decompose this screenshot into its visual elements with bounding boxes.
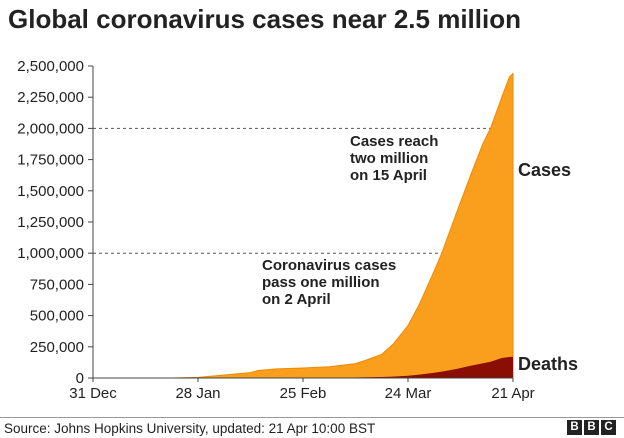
y-tick-label: 1,500,000 (17, 183, 84, 200)
annotation: Coronavirus cases pass one million on 2 Ap… (262, 257, 396, 308)
y-tick-label: 1,750,000 (17, 152, 84, 169)
y-tick-label: 500,000 (30, 308, 84, 325)
series-label: Deaths (518, 354, 578, 374)
logo-letter: C (601, 420, 616, 435)
series-labels: Cases Deaths (518, 160, 578, 374)
y-tick-label: 2,500,000 (17, 58, 84, 75)
series-label: Cases (518, 160, 571, 180)
y-tick-label: 1,000,000 (17, 245, 84, 262)
footer-divider (0, 417, 624, 418)
x-tick-label: 31 Dec (69, 385, 117, 402)
y-axis: 0 250,000 500,000 750,000 1,000,000 1,250,000… (17, 58, 94, 387)
annotation: Cases reach two million on 15 April (350, 133, 438, 184)
deaths-area (93, 356, 513, 378)
y-tick-label: 750,000 (30, 276, 84, 293)
chart-title: Global coronavirus cases near 2.5 millio… (8, 4, 521, 34)
chart: 0 250,000 500,000 750,000 1,000,000 1,250,000… (17, 58, 578, 402)
source-note: Source: Johns Hopkins University, update… (4, 421, 376, 436)
x-tick-label: 25 Feb (280, 385, 327, 402)
y-tick-label: 2,250,000 (17, 89, 84, 106)
logo-letter: B (567, 420, 582, 435)
y-tick-label: 0 (76, 370, 84, 387)
x-tick-label: 28 Jan (175, 385, 220, 402)
y-tick-label: 2,000,000 (17, 120, 84, 137)
y-tick-label: 250,000 (30, 339, 84, 356)
y-tick-label: 1,250,000 (17, 214, 84, 231)
cases-area (93, 72, 514, 379)
x-tick-label: 21 Apr (491, 385, 534, 402)
logo-letter: B (584, 420, 599, 435)
x-axis: 31 Dec 28 Jan 25 Feb 24 Mar 21 Apr (69, 377, 535, 402)
x-tick-label: 24 Mar (385, 385, 432, 402)
bbc-logo: B B C (567, 420, 616, 435)
annotations: Cases reach two million on 15 April Coronav… (262, 133, 438, 308)
